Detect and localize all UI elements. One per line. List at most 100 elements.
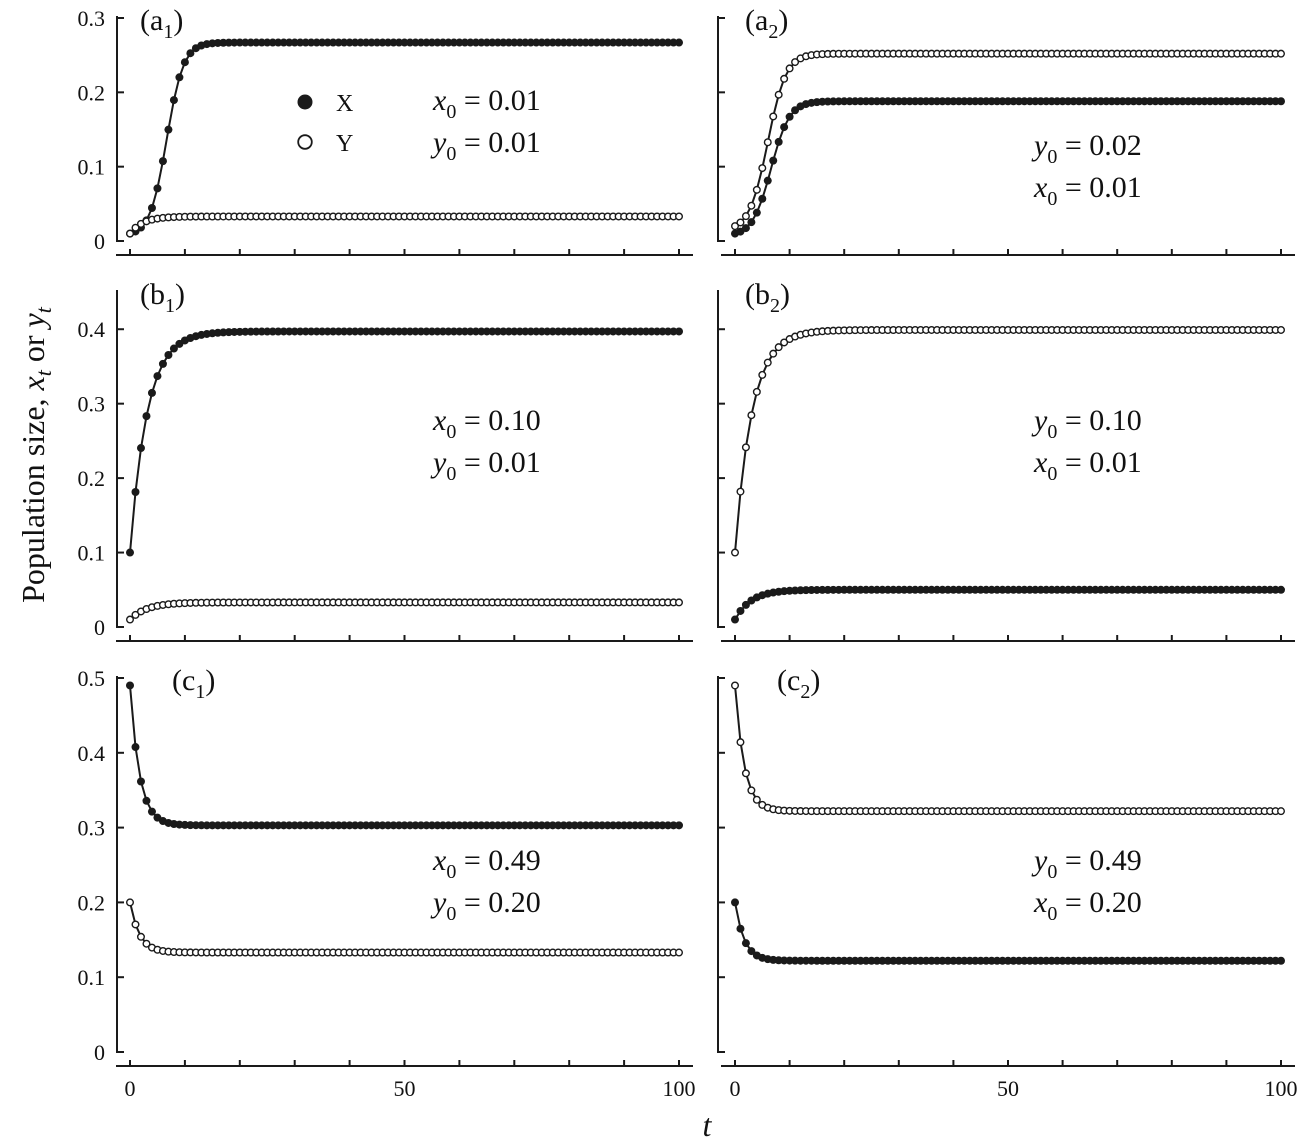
- point-x: [329, 327, 338, 336]
- point-x: [603, 327, 612, 336]
- point-x: [263, 38, 272, 47]
- point-x: [642, 38, 651, 47]
- point-x: [153, 372, 162, 381]
- point-x: [252, 38, 261, 47]
- point-x: [471, 327, 480, 336]
- point-x: [307, 38, 316, 47]
- point-x: [296, 38, 305, 47]
- point-x: [131, 743, 140, 752]
- init-condition-y: y0 = 0.02: [1031, 129, 1142, 168]
- point-x: [208, 821, 217, 830]
- point-x: [614, 821, 623, 830]
- point-x: [592, 821, 601, 830]
- point-x: [609, 821, 618, 830]
- x-axis-left: 0 50 100: [116, 1060, 696, 1101]
- point-y: [731, 681, 740, 690]
- point-x: [301, 821, 310, 830]
- point-x: [741, 224, 750, 233]
- y-tick-label: 0.5: [78, 666, 106, 691]
- point-x: [532, 821, 541, 830]
- point-y: [747, 201, 756, 210]
- point-x: [736, 924, 745, 933]
- legend-marker-x: [297, 94, 313, 110]
- point-x: [741, 600, 750, 609]
- point-x: [664, 38, 673, 47]
- point-x: [675, 821, 683, 830]
- point-x: [405, 821, 414, 830]
- point-y: [1276, 325, 1285, 334]
- point-x: [504, 821, 513, 830]
- point-x: [351, 821, 360, 830]
- point-x: [444, 327, 453, 336]
- y-tick-label: 0.2: [78, 80, 106, 105]
- point-x: [290, 38, 299, 47]
- point-x: [521, 327, 530, 336]
- point-y: [125, 615, 134, 624]
- panel-label: (a1): [140, 4, 183, 43]
- point-y: [780, 74, 789, 83]
- point-x: [285, 327, 294, 336]
- point-x: [307, 327, 316, 336]
- point-x: [241, 38, 250, 47]
- point-y: [752, 387, 761, 396]
- point-x: [515, 821, 524, 830]
- point-x: [592, 38, 601, 47]
- point-x: [658, 38, 667, 47]
- point-x: [510, 38, 519, 47]
- point-y: [769, 112, 778, 121]
- point-x: [669, 821, 678, 830]
- point-y: [747, 786, 756, 795]
- point-x: [466, 327, 475, 336]
- point-x: [609, 38, 618, 47]
- point-x: [169, 96, 178, 105]
- point-x: [625, 327, 634, 336]
- point-x: [647, 38, 656, 47]
- y-tick-label: 0.1: [78, 541, 106, 566]
- point-x: [186, 49, 195, 58]
- point-x: [257, 821, 266, 830]
- point-x: [169, 344, 178, 353]
- point-y: [747, 411, 756, 420]
- point-x: [559, 38, 568, 47]
- point-x: [675, 327, 683, 336]
- point-x: [235, 821, 244, 830]
- point-x: [136, 777, 145, 786]
- y-axis-title: Population size, xt or yt: [15, 306, 56, 603]
- point-x: [384, 821, 393, 830]
- point-x: [653, 327, 662, 336]
- point-x: [241, 821, 250, 830]
- point-y: [736, 738, 745, 747]
- point-x: [488, 38, 497, 47]
- series-line-x: [734, 902, 1281, 962]
- point-x: [427, 821, 436, 830]
- panel-label: (b1): [140, 278, 185, 317]
- point-x: [147, 388, 156, 397]
- point-x: [400, 38, 409, 47]
- point-x: [318, 327, 327, 336]
- x-tick-label: 0: [730, 1076, 741, 1101]
- point-x: [318, 38, 327, 47]
- point-y: [1276, 49, 1285, 58]
- point-x: [554, 327, 563, 336]
- point-x: [334, 821, 343, 830]
- x-ticks-a1: [116, 249, 693, 256]
- point-x: [741, 939, 750, 948]
- x-tick-label: 100: [663, 1076, 696, 1101]
- point-y: [763, 138, 772, 147]
- point-x: [532, 327, 541, 336]
- legend-label-x: X: [336, 91, 353, 117]
- point-y: [1276, 807, 1285, 816]
- point-y: [136, 932, 145, 941]
- point-x: [598, 327, 607, 336]
- point-x: [422, 38, 431, 47]
- point-y: [731, 548, 740, 557]
- point-x: [576, 327, 585, 336]
- point-x: [570, 38, 579, 47]
- point-x: [307, 821, 316, 830]
- point-x: [427, 327, 436, 336]
- point-x: [614, 327, 623, 336]
- point-x: [312, 327, 321, 336]
